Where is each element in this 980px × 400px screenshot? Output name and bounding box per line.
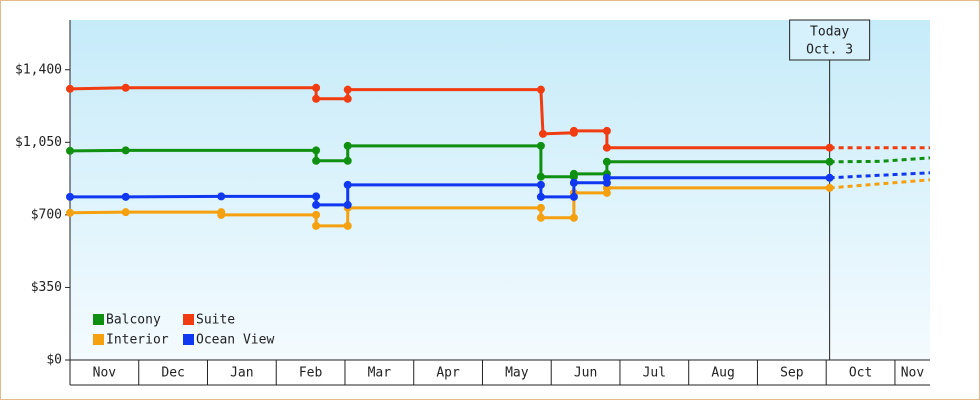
point — [312, 156, 321, 165]
point — [121, 192, 130, 201]
point — [602, 173, 611, 182]
point — [602, 126, 611, 135]
y-tick-label: $700 — [31, 207, 62, 222]
projection-line — [829, 171, 931, 180]
legend-swatch — [93, 334, 104, 345]
point — [121, 83, 130, 92]
point — [312, 94, 321, 103]
point — [536, 85, 545, 94]
point — [312, 221, 321, 230]
projection-line — [829, 156, 931, 164]
x-tick-label: Mar — [368, 366, 392, 381]
y-tick-label: $1,050 — [15, 135, 62, 150]
point — [825, 173, 834, 182]
projection-line — [829, 178, 931, 190]
point — [66, 208, 74, 217]
x-tick-label: May — [505, 366, 529, 381]
legend-swatch — [93, 314, 104, 325]
x-tick-label: Apr — [436, 366, 460, 381]
point — [536, 192, 545, 201]
point — [825, 143, 834, 152]
today-label: Oct. 3 — [806, 43, 853, 58]
point — [343, 94, 352, 103]
point — [536, 203, 545, 212]
point — [343, 180, 352, 189]
x-tick-label: Nov — [901, 366, 925, 381]
point — [217, 192, 226, 201]
point — [312, 200, 321, 209]
point — [66, 146, 74, 155]
legend-label: Ocean View — [196, 333, 274, 348]
point — [536, 141, 545, 150]
point — [569, 169, 578, 178]
plot-area — [70, 20, 930, 360]
point — [825, 157, 834, 166]
point — [121, 208, 130, 217]
point — [602, 157, 611, 166]
point — [66, 84, 74, 93]
today-label: Today — [810, 25, 849, 40]
point — [312, 146, 321, 155]
y-tick-label: $1,400 — [15, 62, 62, 77]
x-tick-label: Sep — [780, 366, 804, 381]
today-box — [789, 19, 871, 61]
point — [343, 141, 352, 150]
legend-swatch — [183, 314, 194, 325]
point — [312, 210, 321, 219]
point — [569, 192, 578, 201]
point — [569, 213, 578, 222]
legend-label: Suite — [196, 313, 235, 328]
point — [343, 221, 352, 230]
x-tick-label: Dec — [161, 366, 184, 381]
point — [343, 200, 352, 209]
x-tick-label: Feb — [299, 366, 323, 381]
point — [825, 183, 834, 192]
y-tick-label: $350 — [31, 280, 62, 295]
point — [312, 192, 321, 201]
point — [312, 83, 321, 92]
point — [569, 126, 578, 135]
point — [343, 85, 352, 94]
x-tick-label: Aug — [711, 366, 734, 381]
point — [569, 178, 578, 187]
legend-swatch — [183, 334, 194, 345]
point — [121, 146, 130, 155]
x-tick-label: Oct — [849, 366, 872, 381]
point — [343, 156, 352, 165]
series-line — [70, 176, 830, 207]
point — [602, 143, 611, 152]
y-tick-label: $0 — [46, 353, 62, 368]
point — [217, 210, 226, 219]
point — [536, 172, 545, 181]
x-tick-label: Jan — [230, 366, 253, 381]
x-tick-label: Jul — [643, 366, 666, 381]
point — [538, 129, 547, 138]
x-tick-label: Nov — [93, 366, 117, 381]
point — [66, 192, 74, 201]
x-tick-label: Jun — [574, 366, 597, 381]
point — [536, 213, 545, 222]
legend-label: Balcony — [106, 313, 161, 328]
legend-label: Interior — [106, 333, 169, 348]
point — [536, 180, 545, 189]
